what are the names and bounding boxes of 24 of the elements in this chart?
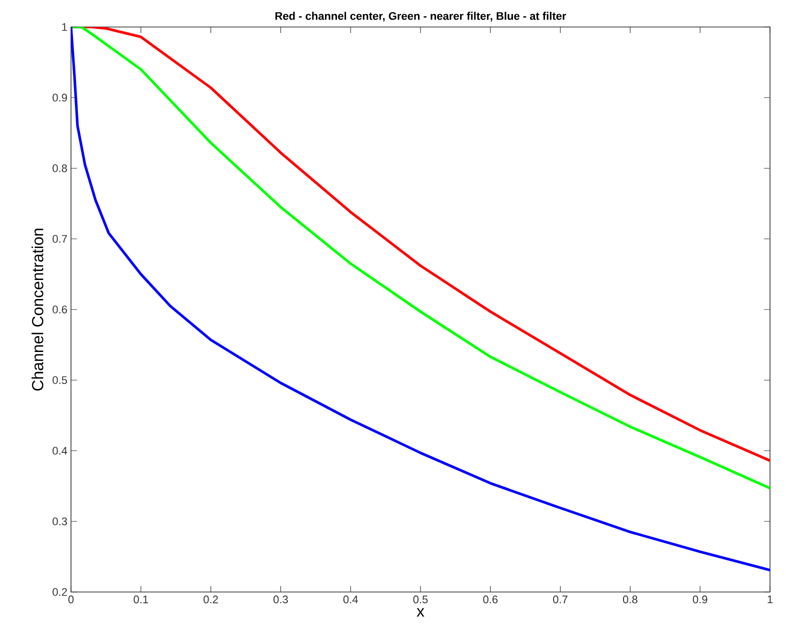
x-tick-label: 0.9 — [692, 596, 708, 604]
line-series — [71, 27, 770, 572]
x-tick-label: 0.1 — [134, 596, 148, 604]
x-tick-label: 0.8 — [622, 596, 638, 604]
y-tick-label: 0.8 — [52, 164, 67, 172]
y-tick-label: 1 — [62, 23, 67, 31]
y-tick-label: 0.9 — [52, 94, 67, 102]
x-tick-label: 0.3 — [273, 596, 288, 604]
y-axis-title: Channel Concentration — [32, 228, 44, 391]
chart-title: Red - channel center, Green - nearer filter, Blue - at filter — [275, 12, 566, 22]
x-tick-label: 1 — [768, 596, 773, 604]
x-tick-label: 0.2 — [204, 596, 218, 604]
x-tick-label: 0.6 — [483, 596, 498, 604]
y-tick-label: 0.4 — [52, 446, 68, 455]
y-tick-label: 0.6 — [52, 306, 67, 314]
x-tick-label: 0.4 — [343, 596, 358, 604]
y-tick-label: 0.3 — [52, 517, 67, 526]
x-tick-label: 0.5 — [413, 596, 428, 604]
x-tick-label: 0.7 — [553, 596, 568, 604]
x-tick-label: 0 — [68, 596, 74, 604]
y-tick-label: 0.2 — [52, 588, 67, 596]
y-tick-label: 0.5 — [52, 376, 67, 384]
x-axis-title: x — [416, 608, 424, 617]
y-tick-label: 0.7 — [52, 234, 67, 243]
